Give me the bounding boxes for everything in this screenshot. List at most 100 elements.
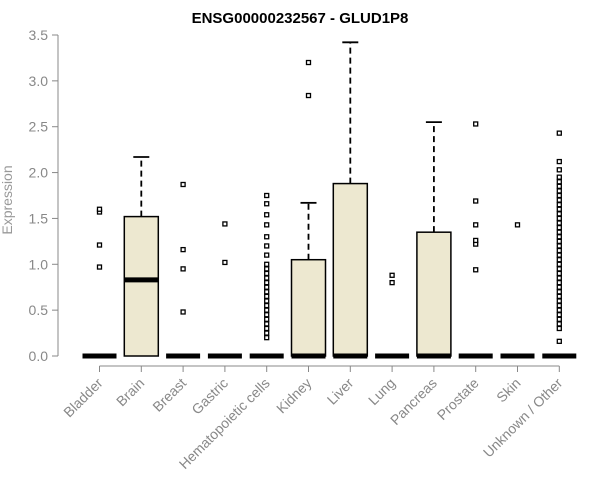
outlier-point <box>556 252 562 258</box>
outlier-point <box>556 279 562 286</box>
y-tick-label: 0.0 <box>29 348 49 364</box>
outlier-point <box>556 206 562 212</box>
x-tick-label: Skin <box>493 375 524 406</box>
outlier-point <box>556 325 562 332</box>
outlier-point <box>96 264 103 270</box>
outlier-point <box>389 272 395 278</box>
outlier-point <box>556 234 562 240</box>
x-tick-label: Prostate <box>434 375 482 423</box>
box-group <box>375 272 410 359</box>
outlier-point <box>556 183 562 189</box>
outlier-point <box>264 279 270 286</box>
outlier-point <box>264 243 270 249</box>
outlier-point <box>556 238 562 245</box>
outlier-point <box>389 279 395 286</box>
box-group <box>123 156 160 357</box>
outlier-point <box>556 224 562 231</box>
x-tick-label: Lung <box>365 375 398 408</box>
outlier-point <box>96 242 103 248</box>
box-rect <box>332 182 369 357</box>
outlier-point <box>556 243 562 249</box>
outlier-point <box>264 270 270 277</box>
box-group <box>290 59 327 359</box>
outlier-point <box>556 188 562 194</box>
box-rect <box>416 231 452 357</box>
outlier-point <box>556 266 562 272</box>
outlier-point <box>180 309 186 315</box>
outlier-point <box>556 197 562 203</box>
outlier-point <box>180 266 186 272</box>
box-group <box>332 41 369 359</box>
outlier-point <box>556 158 562 165</box>
outlier-point <box>264 289 270 295</box>
outlier-point <box>556 130 562 136</box>
outlier-point <box>556 220 562 226</box>
x-tick-label: Unknown / Other <box>480 375 566 461</box>
box-group <box>82 206 117 359</box>
outlier-point <box>222 259 228 266</box>
outlier-point <box>556 211 562 217</box>
y-tick-label: 3.0 <box>29 73 49 89</box>
y-tick-label: 2.5 <box>29 119 49 135</box>
x-tick-label: Liver <box>324 375 357 408</box>
outlier-point <box>556 174 562 180</box>
outlier-point <box>556 316 562 322</box>
outlier-point <box>556 307 562 313</box>
outlier-point <box>556 179 562 185</box>
outlier-point <box>473 198 479 204</box>
outlier-point <box>264 330 270 336</box>
outlier-point <box>264 325 270 332</box>
plot-area <box>82 41 577 359</box>
outlier-point <box>556 293 562 300</box>
chart-title: ENSG00000232567 - GLUD1P8 <box>192 10 409 27</box>
box-group <box>207 221 242 359</box>
box-rect <box>123 215 160 357</box>
x-tick-label: Brain <box>113 375 147 409</box>
outlier-point <box>264 321 270 327</box>
y-axis-label: Expression <box>0 165 15 234</box>
outlier-point <box>556 192 562 199</box>
outlier-point <box>264 234 270 240</box>
outlier-point <box>222 221 228 227</box>
y-tick-label: 1.0 <box>29 256 49 272</box>
outlier-point <box>556 284 562 290</box>
outlier-point <box>264 302 270 309</box>
box-group <box>542 130 577 359</box>
outlier-point <box>96 206 103 212</box>
y-axis: 0.0 0.5 1.0 1.5 2.0 2.5 3.0 3.5 <box>29 27 59 364</box>
y-tick-label: 1.5 <box>29 210 49 226</box>
outlier-point <box>264 192 270 199</box>
outlier-point <box>556 257 562 263</box>
x-tick-label: Kidney <box>273 375 315 417</box>
outlier-point <box>264 312 270 318</box>
outlier-point <box>305 92 312 99</box>
box-group <box>416 121 452 359</box>
box-group <box>249 192 284 359</box>
outlier-point <box>556 261 562 267</box>
outlier-point <box>556 167 562 173</box>
outlier-point <box>556 275 562 281</box>
outlier-point <box>264 275 270 281</box>
outlier-point <box>473 237 479 244</box>
outlier-point <box>264 335 270 341</box>
outlier-point <box>473 267 479 273</box>
outlier-point <box>264 284 270 290</box>
outlier-point <box>514 222 521 228</box>
box-group <box>500 222 535 359</box>
box-group <box>458 121 493 359</box>
outlier-point <box>264 298 270 304</box>
outlier-point <box>556 289 562 295</box>
outlier-point <box>305 59 312 66</box>
outlier-point <box>556 229 562 235</box>
outlier-point <box>264 307 270 313</box>
outlier-point <box>556 202 562 208</box>
outlier-point <box>180 181 186 188</box>
outlier-point <box>556 302 562 309</box>
outlier-point <box>180 246 186 253</box>
outlier-point <box>264 212 270 218</box>
outlier-point <box>264 261 270 267</box>
outlier-point <box>264 252 270 258</box>
outlier-point <box>264 201 270 207</box>
outlier-point <box>556 247 562 254</box>
